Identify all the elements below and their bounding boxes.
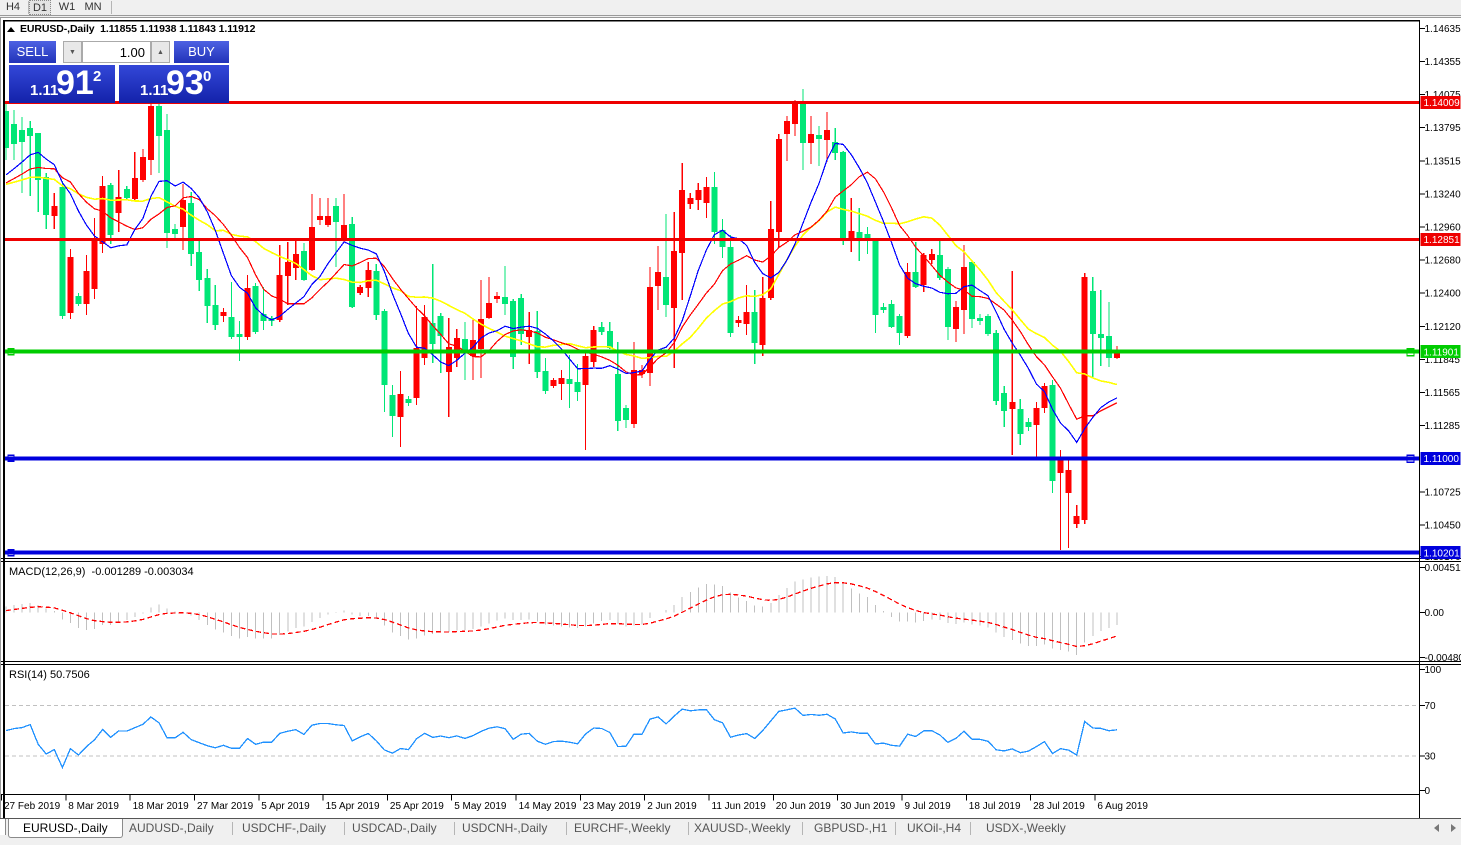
svg-text:30 Jun 2019: 30 Jun 2019	[840, 801, 895, 812]
svg-text:100: 100	[1425, 665, 1442, 676]
svg-text:18 Jul 2019: 18 Jul 2019	[969, 801, 1021, 812]
svg-text:0: 0	[1425, 786, 1431, 797]
svg-text:1.11901: 1.11901	[1424, 348, 1460, 359]
svg-text:1.12680: 1.12680	[1425, 256, 1461, 267]
svg-text:0.004517: 0.004517	[1425, 563, 1461, 574]
svg-text:-0.004806: -0.004806	[1425, 653, 1461, 664]
svg-text:1.13795: 1.13795	[1425, 123, 1461, 134]
svg-text:9 Jul 2019: 9 Jul 2019	[905, 801, 952, 812]
svg-text:20 Jun 2019: 20 Jun 2019	[776, 801, 831, 812]
svg-text:6 Aug 2019: 6 Aug 2019	[1097, 801, 1148, 812]
svg-text:1.12120: 1.12120	[1425, 322, 1461, 333]
svg-text:5 Apr 2019: 5 Apr 2019	[261, 801, 310, 812]
svg-text:1.12851: 1.12851	[1424, 235, 1461, 246]
svg-text:8 Mar 2019: 8 Mar 2019	[68, 801, 119, 812]
svg-text:27 Mar 2019: 27 Mar 2019	[197, 801, 254, 812]
svg-text:1.14009: 1.14009	[1424, 98, 1461, 109]
svg-text:25 Apr 2019: 25 Apr 2019	[390, 801, 444, 812]
svg-text:1.13240: 1.13240	[1425, 189, 1461, 200]
svg-text:14 May 2019: 14 May 2019	[519, 801, 577, 812]
svg-text:15 Apr 2019: 15 Apr 2019	[326, 801, 380, 812]
svg-text:18 Mar 2019: 18 Mar 2019	[133, 801, 190, 812]
svg-text:1.13515: 1.13515	[1425, 156, 1461, 167]
svg-text:0.00: 0.00	[1425, 608, 1445, 619]
svg-text:70: 70	[1425, 701, 1437, 712]
svg-text:1.10450: 1.10450	[1425, 520, 1461, 531]
svg-text:27 Feb 2019: 27 Feb 2019	[4, 801, 61, 812]
svg-text:2 Jun 2019: 2 Jun 2019	[647, 801, 697, 812]
svg-text:1.10201: 1.10201	[1424, 549, 1461, 560]
svg-text:1.11285: 1.11285	[1425, 421, 1461, 432]
svg-text:1.11565: 1.11565	[1425, 388, 1461, 399]
svg-text:1.14075: 1.14075	[1425, 90, 1461, 101]
svg-text:1.10725: 1.10725	[1425, 487, 1461, 498]
svg-text:23 May 2019: 23 May 2019	[583, 801, 641, 812]
svg-text:1.11000: 1.11000	[1424, 454, 1460, 465]
svg-text:1.11845: 1.11845	[1425, 355, 1461, 366]
svg-text:1.12960: 1.12960	[1425, 223, 1461, 234]
svg-text:30: 30	[1425, 752, 1437, 763]
svg-text:1.14635: 1.14635	[1425, 24, 1461, 35]
svg-text:11 Jun 2019: 11 Jun 2019	[712, 801, 767, 812]
svg-text:1.14355: 1.14355	[1425, 57, 1461, 68]
svg-text:5 May 2019: 5 May 2019	[454, 801, 507, 812]
svg-text:28 Jul 2019: 28 Jul 2019	[1033, 801, 1085, 812]
svg-text:1.12400: 1.12400	[1425, 289, 1461, 300]
